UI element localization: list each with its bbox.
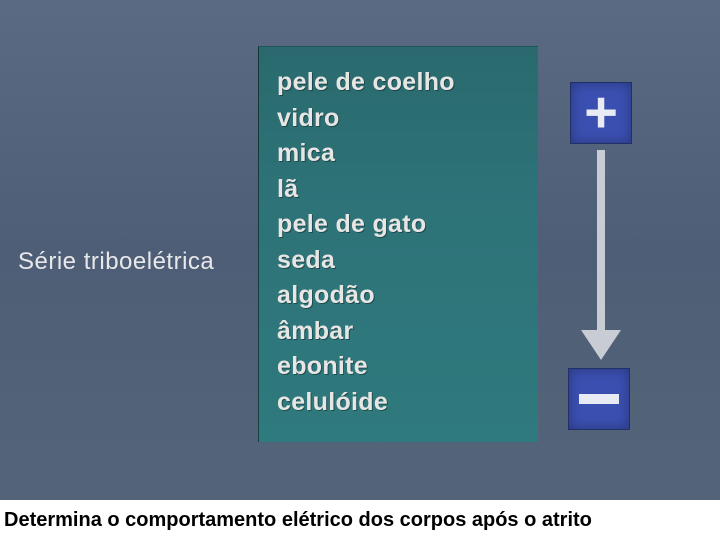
- material-item: pele de gato: [277, 207, 538, 243]
- material-item: âmbar: [277, 314, 538, 350]
- plus-icon: +: [584, 84, 618, 142]
- direction-arrow: [570, 150, 632, 360]
- material-item: pele de coelho: [277, 65, 538, 101]
- triboelectric-slide: Série triboelétrica pele de coelho vidro…: [0, 0, 720, 500]
- minus-icon: [579, 394, 619, 404]
- material-item: lã: [277, 172, 538, 208]
- material-item: ebonite: [277, 349, 538, 385]
- materials-panel: pele de coelho vidro mica lã pele de gat…: [258, 46, 538, 442]
- material-item: vidro: [277, 101, 538, 137]
- arrow-shaft-icon: [597, 150, 605, 330]
- material-item: celulóide: [277, 385, 538, 421]
- caption-bar: Determina o comportamento elétrico dos c…: [0, 500, 720, 540]
- material-item: seda: [277, 243, 538, 279]
- negative-charge-box: [568, 368, 630, 430]
- material-item: mica: [277, 136, 538, 172]
- material-item: algodão: [277, 278, 538, 314]
- arrow-down-icon: [581, 330, 621, 360]
- caption-text: Determina o comportamento elétrico dos c…: [4, 509, 592, 532]
- slide-title: Série triboelétrica: [18, 248, 214, 276]
- positive-charge-box: +: [570, 82, 632, 144]
